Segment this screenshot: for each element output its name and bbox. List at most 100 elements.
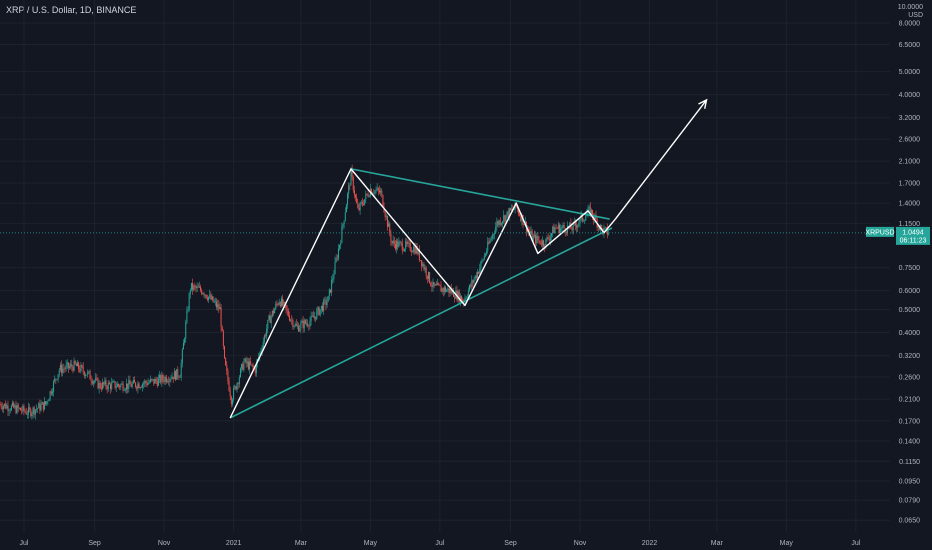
- candle-body: [536, 235, 538, 244]
- upper-trendline: [350, 168, 610, 220]
- candle-body: [569, 222, 571, 228]
- candle-body: [415, 245, 417, 254]
- candle-body: [45, 401, 47, 405]
- candle-body: [162, 374, 164, 380]
- candle-body: [449, 288, 451, 293]
- candle-body: [211, 296, 213, 300]
- candle-body: [116, 384, 118, 387]
- candle-body: [49, 391, 51, 400]
- candle-body: [440, 285, 442, 292]
- candle-body: [178, 376, 180, 378]
- candle-body: [156, 381, 158, 386]
- candle-body: [152, 378, 154, 380]
- candle-body: [349, 185, 351, 186]
- candle-body: [399, 241, 401, 243]
- candle-body: [458, 291, 460, 302]
- candle-body: [47, 401, 49, 402]
- candle-body: [323, 300, 325, 312]
- candle-body: [350, 169, 352, 186]
- candle-body: [368, 196, 370, 197]
- candle-body: [339, 244, 341, 249]
- candle-body: [551, 233, 553, 237]
- candle-body: [401, 242, 403, 251]
- candle-body: [340, 242, 342, 245]
- candle-body: [54, 378, 56, 382]
- candle-body: [187, 309, 189, 312]
- candle-body: [241, 364, 243, 369]
- candle-body: [82, 366, 84, 372]
- candle-body: [316, 310, 318, 320]
- candle-body: [604, 227, 606, 228]
- candle-body: [244, 358, 246, 362]
- candle-body: [513, 209, 515, 210]
- candle-body: [438, 283, 440, 285]
- candle-body: [293, 326, 295, 327]
- candle-body: [473, 279, 475, 283]
- candle-body: [108, 382, 110, 385]
- candle-body: [51, 391, 53, 394]
- candle-body: [419, 260, 421, 261]
- candle-body: [259, 352, 261, 358]
- candle-body: [242, 364, 244, 371]
- candle-body: [507, 211, 509, 218]
- candle-body: [105, 380, 107, 387]
- candle-body: [88, 371, 90, 372]
- candle-body: [381, 190, 383, 195]
- candle-body: [357, 203, 359, 208]
- candle-body: [423, 263, 425, 270]
- candle-body: [345, 204, 347, 213]
- candle-body: [410, 250, 412, 252]
- candle-body: [439, 284, 441, 286]
- candle-body: [557, 224, 559, 229]
- candle-body: [249, 361, 251, 370]
- candle-body: [470, 285, 472, 287]
- candle-body: [167, 381, 169, 383]
- candle-body: [405, 241, 407, 249]
- candle-body: [168, 381, 170, 383]
- candle-body: [404, 248, 406, 251]
- candle-body: [151, 379, 153, 380]
- candle-body: [309, 321, 311, 327]
- candle-body: [424, 267, 426, 270]
- candle-body: [355, 194, 357, 198]
- candle-body: [50, 391, 52, 394]
- candle-body: [87, 371, 89, 375]
- candlestick-series: [0, 164, 610, 420]
- candle-body: [347, 193, 349, 205]
- candle-body: [366, 193, 368, 195]
- candle-body: [589, 206, 591, 215]
- candle-body: [317, 307, 319, 311]
- candle-body: [272, 310, 274, 314]
- candle-body: [361, 202, 363, 205]
- y-tick-label: 0.1700: [899, 418, 921, 425]
- candle-body: [38, 403, 40, 409]
- candle-body: [100, 387, 102, 389]
- candle-body: [230, 396, 232, 405]
- candle-body: [48, 399, 50, 402]
- price-axis[interactable]: 8.0000 6.5000 5.0000 4.0000 3.2000 2.6000 2.10…: [899, 21, 921, 525]
- candle-body: [75, 363, 77, 367]
- candle-body: [96, 377, 98, 379]
- candle-body: [246, 361, 248, 364]
- x-tick-label: Nov: [158, 540, 171, 547]
- candle-body: [113, 381, 115, 382]
- candle-body: [445, 287, 447, 292]
- candle-body: [149, 379, 151, 383]
- candle-body: [450, 288, 452, 293]
- candle-body: [53, 381, 55, 392]
- candle-body: [42, 402, 44, 410]
- candle-body: [239, 368, 241, 378]
- candle-body: [466, 296, 468, 298]
- candle-body: [498, 220, 500, 225]
- candle-body: [341, 226, 343, 243]
- candle-body: [98, 382, 100, 389]
- candle-body: [265, 335, 267, 337]
- candle-body: [172, 376, 174, 380]
- candle-body: [182, 342, 184, 350]
- candle-body: [333, 274, 335, 279]
- candle-body: [114, 381, 116, 388]
- candle-body: [389, 223, 391, 234]
- time-axis[interactable]: Jul Sep Nov 2021 Mar May Jul Sep Nov 2022 Mar May Ju…: [19, 540, 860, 547]
- candle-body: [576, 225, 578, 228]
